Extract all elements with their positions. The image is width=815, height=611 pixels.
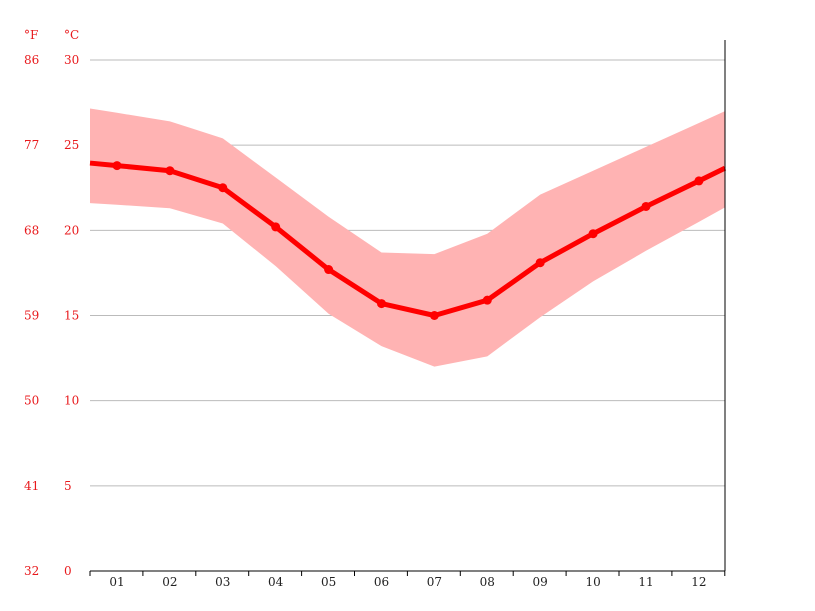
x-tick-label: 03: [215, 575, 230, 589]
y-tick-label-f: 86: [24, 53, 39, 67]
y-tick-label-c: 0: [64, 564, 72, 578]
y-tick-label-c: 5: [64, 479, 72, 493]
x-tick-label: 11: [638, 575, 653, 589]
mean-temperature-point: [324, 265, 334, 275]
x-tick-label: 12: [691, 575, 706, 589]
temperature-range-band: [90, 108, 725, 367]
x-tick-label: 04: [268, 575, 284, 589]
mean-temperature-point: [429, 311, 439, 320]
mean-temperature-point: [112, 161, 122, 171]
y-tick-label-f: 68: [24, 223, 39, 237]
mean-temperature-point: [694, 176, 704, 186]
celsius-unit-label: °C: [64, 28, 79, 42]
x-tick-label: 05: [321, 575, 336, 589]
x-tick-label: 09: [533, 575, 548, 589]
y-tick-label-f: 32: [24, 564, 39, 578]
x-tick-label: 07: [427, 575, 442, 589]
y-tick-label-c: 25: [64, 138, 79, 152]
x-tick-label: 06: [374, 575, 389, 589]
mean-temperature-point: [535, 258, 545, 268]
mean-temperature-line: [89, 160, 727, 318]
y-tick-label-c: 15: [64, 309, 79, 323]
y-tick-label-f: 50: [24, 394, 39, 408]
mean-temperature-point: [271, 222, 281, 232]
line-layer: [89, 160, 727, 320]
fahrenheit-unit-label: °F: [24, 28, 38, 42]
x-tick-label: 10: [585, 575, 600, 589]
mean-temperature-point: [588, 229, 598, 239]
y-tick-label-f: 59: [24, 309, 39, 323]
axis-layer: °F °C 86 30 77 25 68 20 59 15 50 10 41 5 32 0 01 02 03 04…: [24, 28, 726, 589]
x-tick-label: 08: [480, 575, 495, 589]
y-tick-label-c: 10: [64, 394, 79, 408]
mean-temperature-point: [218, 183, 228, 193]
mean-temperature-point: [641, 201, 651, 211]
mean-temperature-point: [165, 166, 175, 176]
y-tick-label-f: 41: [24, 479, 39, 493]
mean-temperature-point: [377, 299, 386, 309]
y-tick-label-c: 30: [64, 53, 79, 67]
x-tick-label: 02: [162, 575, 177, 589]
y-tick-label-f: 77: [24, 138, 39, 152]
band-layer: [90, 108, 725, 367]
mean-temperature-point: [482, 295, 492, 305]
y-tick-label-c: 20: [64, 223, 79, 237]
x-tick-label: 01: [109, 575, 124, 589]
